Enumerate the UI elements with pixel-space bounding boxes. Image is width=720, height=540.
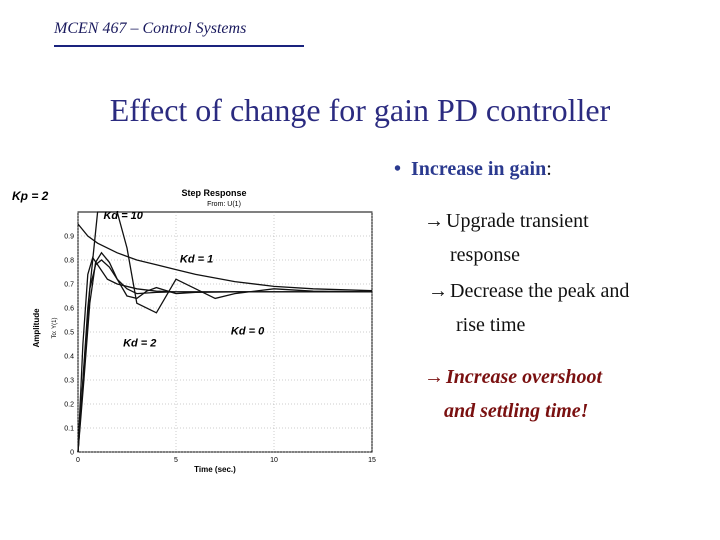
y-tick-label: 0.8 (64, 258, 74, 265)
kp-label: Kp = 2 (12, 189, 49, 203)
right-arrow-icon: → (424, 210, 444, 232)
bullet-colon: : (546, 158, 552, 180)
curve-label: Kd = 10 (103, 210, 143, 222)
header-divider (54, 45, 304, 47)
y-axis-label-2: To: Y(1) (52, 318, 58, 339)
warning-line: and settling time! (444, 400, 589, 422)
response-curve-3 (77, 259, 372, 453)
y-tick-label: 0.6 (64, 306, 74, 313)
y-tick-label: 0.7 (64, 282, 74, 289)
point-line: rise time (456, 314, 526, 336)
point-line: response (450, 244, 520, 266)
step-response-plot: Kp = 2 Step Response From: U(1) Amplitud… (0, 178, 390, 493)
x-tick-label: 10 (270, 457, 278, 464)
point-peak: → Decrease the peak and rise time (428, 274, 629, 342)
point-line: Decrease the peak and (450, 280, 630, 302)
curve-label: Kd = 1 (180, 253, 213, 265)
bullet-label: Increase in gain (411, 158, 547, 180)
curve-labels: Kd = 10 Kd = 1 Kd = 2 Kd = 0 (103, 210, 265, 349)
y-tick-label: 0.5 (64, 330, 74, 337)
bullet-icon: • (394, 158, 412, 180)
plot-axes: 0 0.1 0.2 0.3 0.4 0.5 0.6 0.7 0.8 0.9 0 5 10 15 (64, 211, 376, 464)
right-arrow-icon: → (424, 366, 444, 388)
y-tick-label: 0.4 (64, 354, 74, 361)
y-tick-label: 0.2 (64, 402, 74, 409)
x-tick-label: 5 (174, 457, 178, 464)
bullet-increase-gain: • Increase in gain: (394, 158, 552, 181)
x-tick-label: 15 (368, 457, 376, 464)
chart-subtitle: From: U(1) (207, 201, 241, 208)
response-curve-5 (77, 223, 373, 292)
response-curve-4 (77, 211, 373, 453)
y-tick-label: 0.9 (64, 234, 74, 241)
curve-label: Kd = 2 (123, 337, 156, 349)
point-transient: → Upgrade transient response (424, 204, 589, 272)
x-tick-label: 0 (76, 457, 80, 464)
response-curve-2 (77, 251, 372, 453)
y-tick-label: 0.1 (64, 426, 74, 433)
step-response-chart: Kp = 2 Step Response From: U(1) Amplitud… (12, 188, 376, 474)
point-line: Upgrade transient (446, 210, 589, 232)
y-tick-label: 0 (70, 450, 74, 457)
x-axis-label: Time (sec.) (194, 465, 236, 474)
curve-label: Kd = 0 (231, 325, 265, 337)
slide-title: Effect of change for gain PD controller (109, 92, 611, 128)
y-axis-label: Amplitude (32, 308, 41, 348)
right-arrow-icon: → (428, 280, 448, 302)
course-title: MCEN 467 – Control Systems (54, 20, 247, 37)
point-warning: → Increase overshoot and settling time! (424, 360, 602, 428)
chart-title: Step Response (181, 188, 246, 198)
plot-curves (77, 211, 373, 453)
warning-line: Increase overshoot (446, 366, 603, 388)
y-tick-label: 0.3 (64, 378, 74, 385)
